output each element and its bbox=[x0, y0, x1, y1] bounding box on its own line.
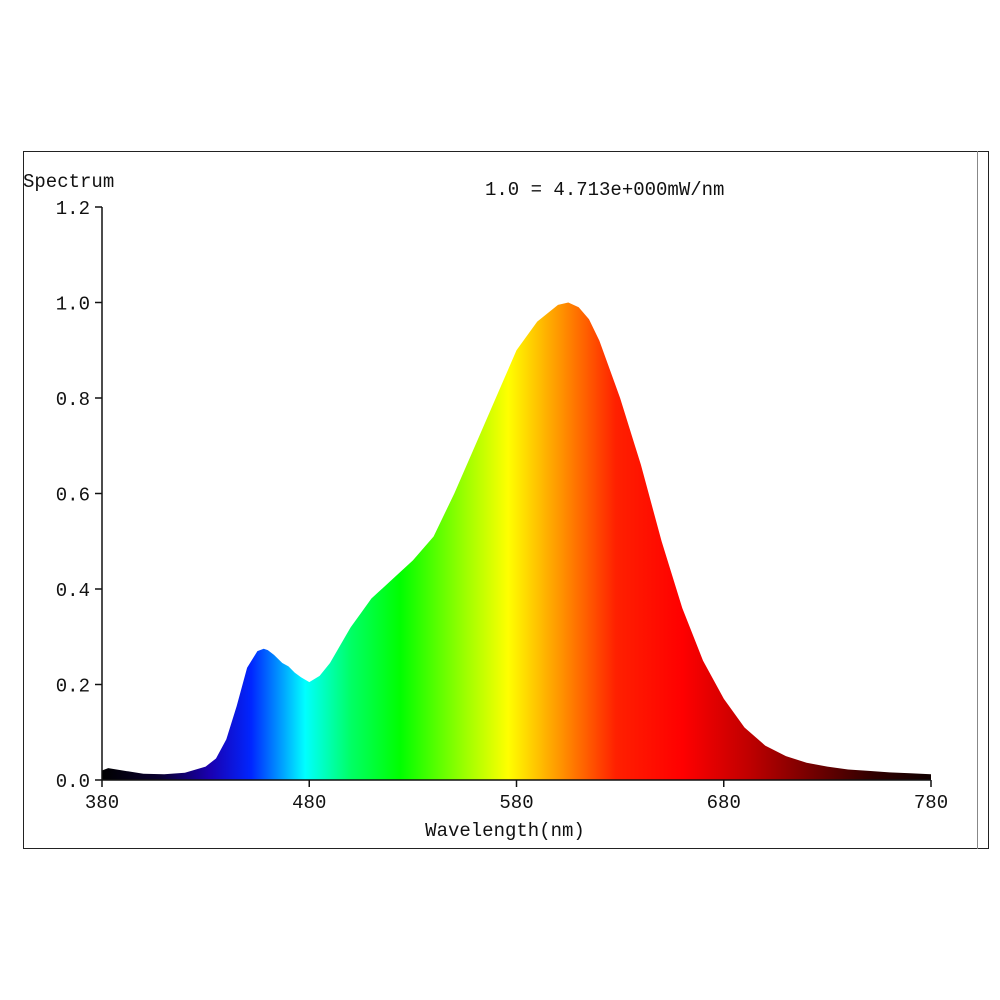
y-tick-label: 0.2 bbox=[56, 676, 90, 698]
frame-right-divider bbox=[977, 151, 978, 849]
y-tick-label: 0.6 bbox=[56, 485, 90, 507]
y-axis-ticks: 0.0 0.2 0.4 0.6 0.8 1.0 1.2 bbox=[56, 198, 102, 793]
y-tick-label: 1.2 bbox=[56, 198, 90, 220]
x-tick-label: 580 bbox=[499, 792, 533, 814]
x-tick-label: 380 bbox=[85, 792, 119, 814]
y-axis-title: Spectrum bbox=[23, 171, 114, 193]
y-tick-label: 0.4 bbox=[56, 580, 90, 602]
x-tick-label: 680 bbox=[707, 792, 741, 814]
y-tick-label: 0.0 bbox=[56, 771, 90, 793]
y-tick-label: 1.0 bbox=[56, 294, 90, 316]
spectrum-area bbox=[102, 302, 931, 780]
chart-frame bbox=[23, 151, 989, 849]
x-axis-title: Wavelength(nm) bbox=[425, 820, 585, 842]
x-tick-label: 480 bbox=[292, 792, 326, 814]
chart-title: 1.0 = 4.713e+000mW/nm bbox=[485, 179, 724, 201]
x-axis-ticks: 380 480 580 680 780 bbox=[85, 780, 948, 814]
x-tick-label: 780 bbox=[914, 792, 948, 814]
y-tick-label: 0.8 bbox=[56, 389, 90, 411]
